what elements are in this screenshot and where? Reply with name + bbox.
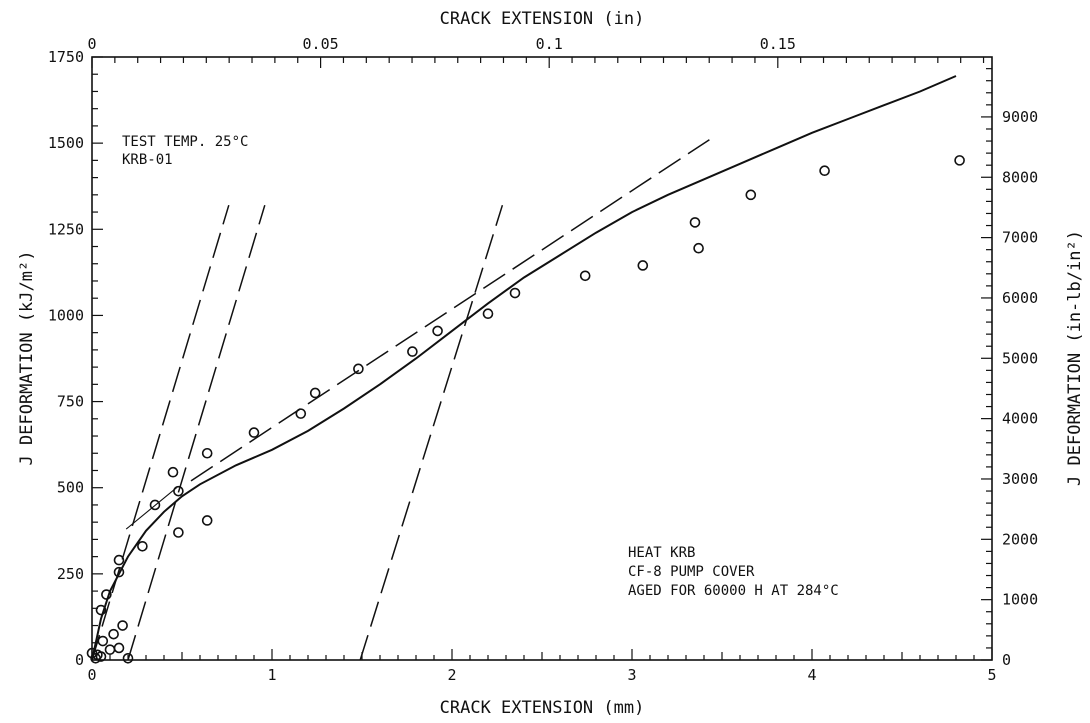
data-point	[137, 540, 148, 552]
data-point	[509, 287, 521, 299]
x-tick-label: 0	[87, 666, 96, 684]
data-point	[113, 642, 125, 654]
data-point	[113, 554, 125, 566]
x2-tick-label: 0.1	[536, 35, 563, 53]
y-tick-label: 1750	[48, 48, 84, 66]
data-point	[173, 527, 184, 538]
data-point	[149, 499, 161, 511]
data-point	[95, 651, 107, 662]
y2-tick-labels: 0 1000 2000 3000 4000 5000 6000 7000 8000 9000	[1002, 108, 1038, 669]
x2-tick-label: 0.15	[760, 35, 796, 53]
data-point	[104, 644, 116, 655]
x-tick-label: 4	[807, 666, 816, 684]
material-annotation: CF-8 PUMP COVER	[628, 564, 755, 580]
data-point	[173, 485, 184, 497]
y2-tick-label: 1000	[1002, 591, 1038, 609]
data-point	[122, 652, 134, 664]
x-tick-labels: 0 1 2 3 4 5	[87, 666, 996, 684]
data-point	[101, 589, 112, 600]
dashed-lines	[91, 139, 710, 661]
y2-tick-label: 4000	[1002, 410, 1038, 428]
data-point	[201, 447, 213, 459]
y-tick-label: 1000	[48, 306, 84, 324]
data-point	[201, 515, 213, 526]
x2-axis-title: CRACK EXTENSION (in)	[440, 9, 645, 29]
y-tick-labels: 0 250 500 750 1000 1250 1500 1750	[48, 48, 84, 669]
tick-marks	[91, 56, 993, 661]
fit-curve	[91, 75, 957, 661]
y2-tick-label: 2000	[1002, 530, 1038, 548]
heat-annotation: HEAT KRB	[628, 545, 695, 561]
data-point	[745, 189, 757, 201]
y2-tick-label: 3000	[1002, 470, 1038, 488]
y2-tick-label: 6000	[1002, 289, 1038, 307]
x2-tick-label: 0.05	[303, 35, 339, 53]
data-points	[86, 155, 965, 664]
data-point	[954, 155, 965, 166]
x-tick-label: 1	[267, 666, 276, 684]
data-point	[482, 308, 494, 320]
data-point	[117, 620, 128, 631]
y2-tick-label: 8000	[1002, 168, 1038, 186]
x2-tick-labels: 0 0.05 0.1 0.15	[87, 35, 795, 53]
dashed-line	[127, 204, 266, 661]
y-tick-label: 0	[75, 651, 84, 669]
y-axis-title: J DEFORMATION (kJ/m²)	[17, 251, 37, 466]
data-point	[248, 427, 260, 438]
y-tick-label: 1500	[48, 134, 84, 152]
y-tick-label: 250	[57, 565, 84, 583]
data-point	[407, 346, 418, 357]
dashed-line	[91, 204, 230, 661]
specimen-annotation: KRB-01	[122, 152, 173, 168]
test-temp-annotation: TEST TEMP. 25°C	[122, 134, 248, 150]
y-tick-label: 750	[57, 393, 84, 411]
data-point	[353, 363, 364, 375]
y-tick-label: 500	[57, 479, 84, 497]
data-point	[819, 165, 830, 177]
dashed-line	[359, 204, 504, 661]
data-point	[579, 270, 591, 282]
x-tick-label: 5	[987, 666, 996, 684]
data-point	[167, 466, 179, 478]
y-tick-label: 1250	[48, 220, 84, 238]
aging-annotation: AGED FOR 60000 H AT 284°C	[628, 583, 839, 599]
y2-axis-title: J DEFORMATION (in-lb/in²)	[1065, 230, 1085, 486]
data-point	[108, 628, 119, 640]
y2-tick-label: 0	[1002, 651, 1011, 669]
dashed-line	[190, 139, 710, 482]
data-point	[432, 325, 443, 337]
data-point	[637, 260, 649, 271]
y2-tick-label: 9000	[1002, 108, 1038, 126]
y2-tick-label: 5000	[1002, 349, 1038, 367]
data-point	[689, 217, 701, 228]
data-point	[113, 566, 125, 578]
y2-tick-label: 7000	[1002, 229, 1038, 247]
x-axis-title: CRACK EXTENSION (mm)	[440, 698, 645, 718]
data-point	[309, 387, 321, 399]
data-point	[693, 242, 704, 254]
x2-tick-label: 0	[87, 35, 96, 53]
data-point	[97, 635, 109, 647]
x-tick-label: 2	[447, 666, 456, 684]
x-tick-label: 3	[627, 666, 636, 684]
data-point	[295, 408, 307, 419]
data-point	[95, 604, 107, 616]
